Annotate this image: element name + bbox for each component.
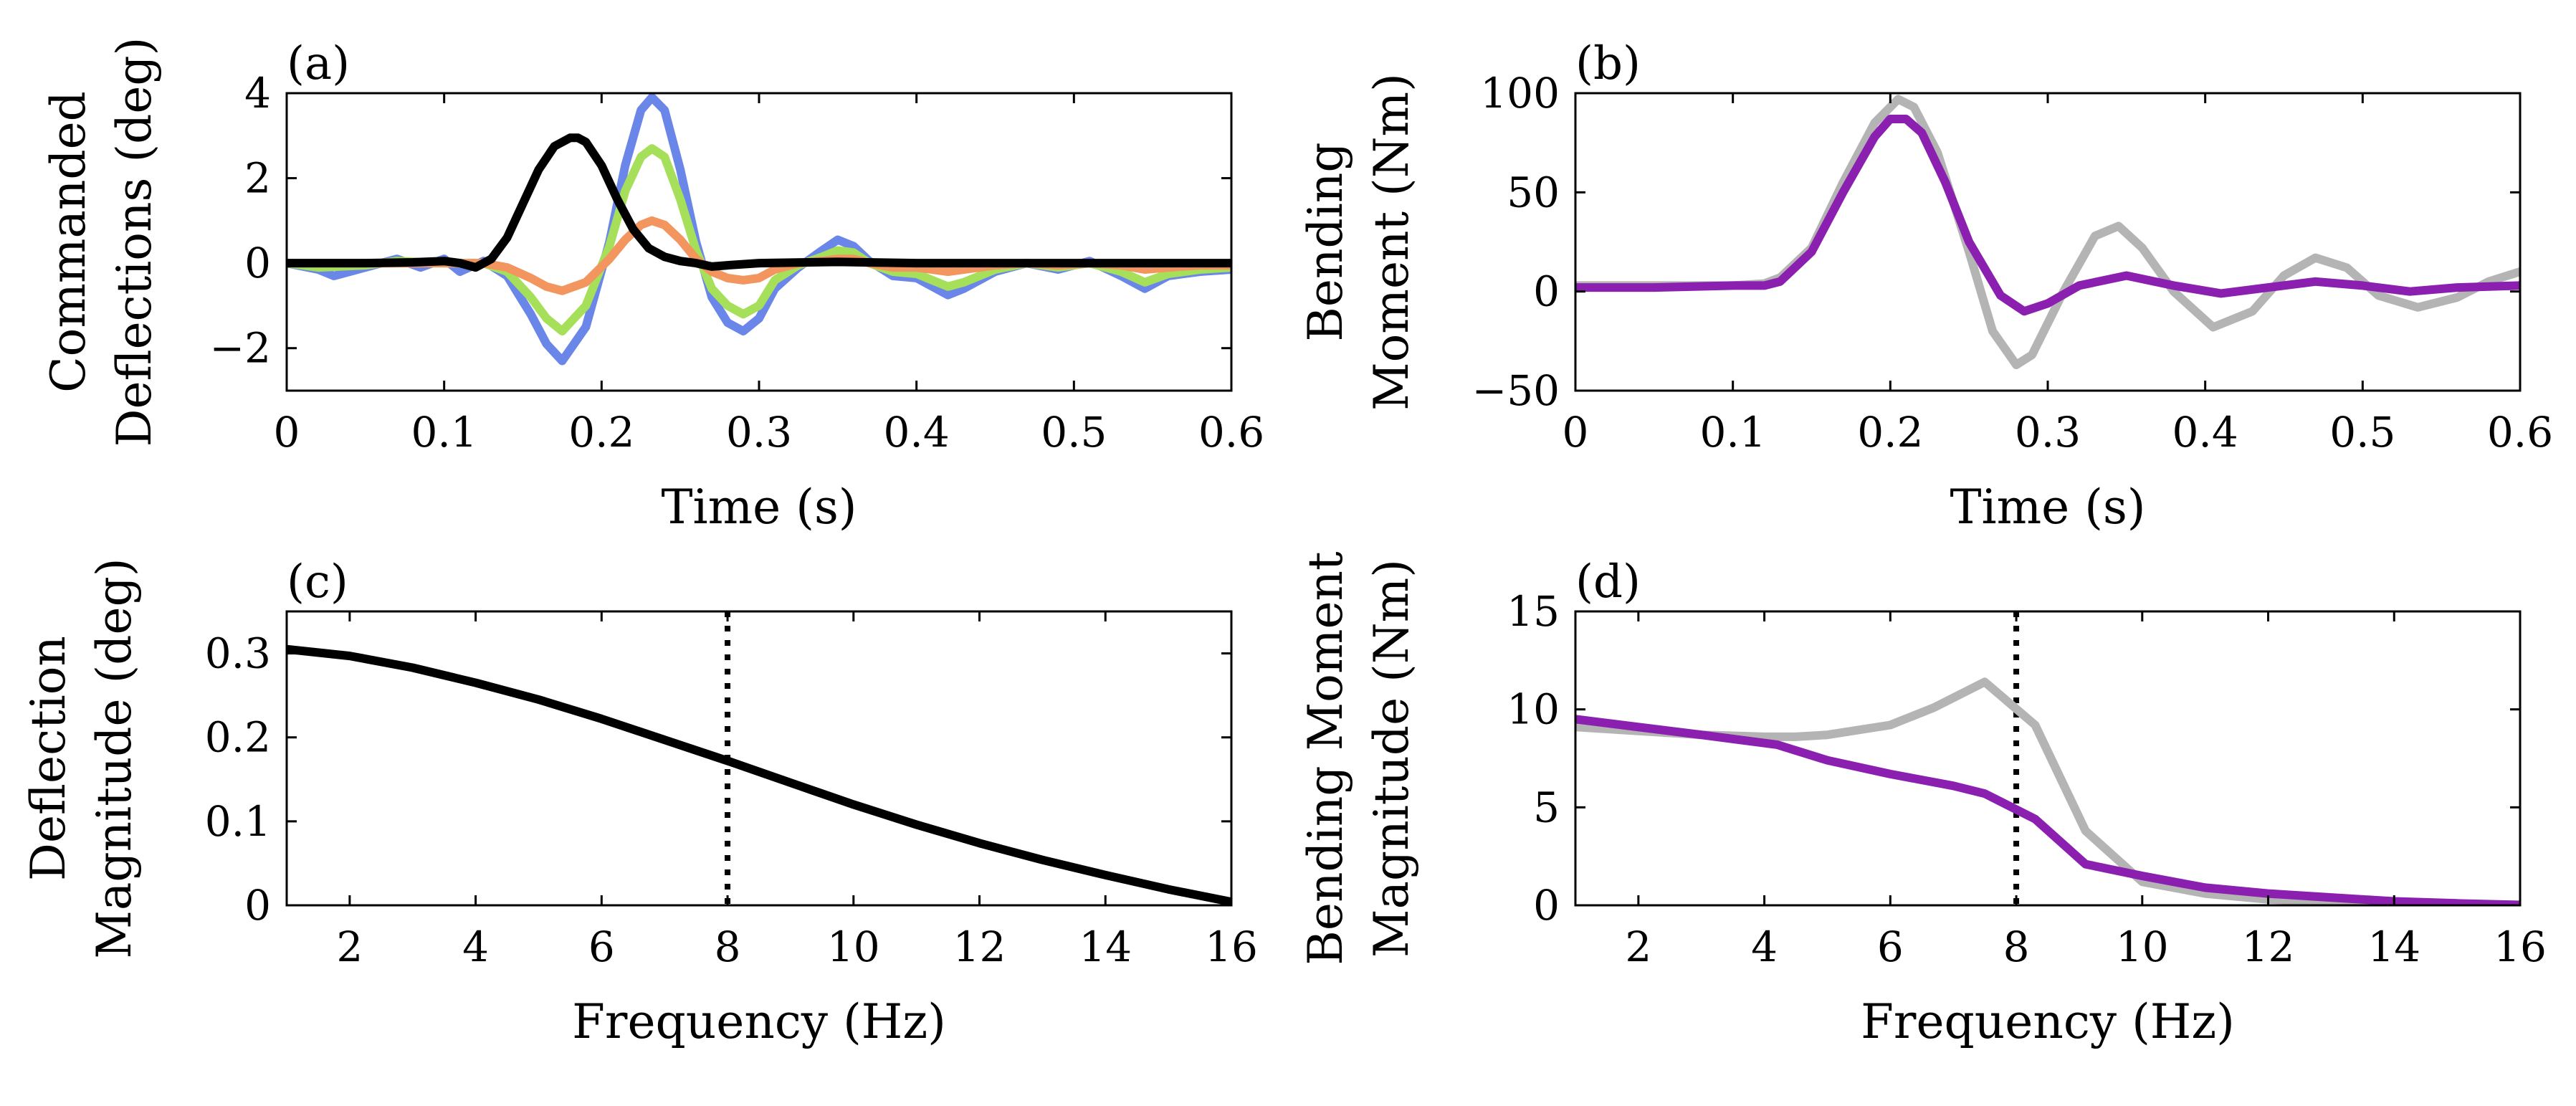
y-tick-label: 0.1 [205, 797, 271, 846]
x-tick-label: 0 [1563, 408, 1589, 457]
x-tick-label: 14 [2367, 923, 2420, 971]
x-tick-label: 10 [2116, 923, 2169, 971]
y-tick-label: 5 [1533, 783, 1560, 831]
x-axis-label: Frequency (Hz) [1861, 994, 2235, 1049]
x-tick-label: 0.3 [726, 408, 792, 457]
y-tick-label: −2 [210, 324, 272, 373]
x-tick-label: 0.6 [2487, 408, 2553, 457]
panel-label: (b) [1575, 37, 1641, 90]
x-axis-label: Frequency (Hz) [572, 994, 946, 1049]
x-tick-label: 16 [1205, 923, 1258, 971]
x-tick-label: 4 [462, 923, 489, 971]
y-tick-label: 0.2 [205, 713, 271, 762]
y-axis-label: Deflections (deg) [107, 37, 162, 447]
x-tick-label: 0.6 [1198, 408, 1264, 457]
x-tick-label: 2 [336, 923, 363, 971]
x-tick-label: 0.2 [568, 408, 634, 457]
x-tick-label: 8 [2003, 923, 2030, 971]
series-group [287, 93, 1231, 366]
y-tick-label: 0.3 [205, 629, 271, 678]
y-axis-label: Commanded [41, 91, 96, 393]
x-tick-label: 0.4 [884, 408, 950, 457]
x-tick-label: 0.4 [2172, 408, 2238, 457]
chart-panel-3: 2 4 6 8 10 12 14 16 0 0.1 0.2 0.3 Frequency (Hz) Defl… [21, 556, 1258, 1049]
chart-panel-4: 2 4 6 8 10 12 14 16 0 5 10 15 Frequency (Hz) Bending … [1298, 551, 2547, 1049]
series-line-1 [1575, 95, 2520, 369]
panel-label: (a) [287, 37, 350, 90]
series-line-1 [287, 93, 1231, 366]
y-tick-label: 0 [1533, 881, 1560, 930]
x-tick-label: 6 [1877, 923, 1904, 971]
x-tick-label: 6 [588, 923, 615, 971]
y-axis-label: Bending [1298, 142, 1353, 341]
x-axis-label: Time (s) [661, 480, 857, 535]
series-line-1 [287, 644, 1231, 905]
x-tick-label: 0.3 [2015, 408, 2081, 457]
y-axis-label: Magnitude (deg) [87, 558, 142, 958]
x-tick-label: 12 [953, 923, 1006, 971]
x-tick-label: 0 [274, 408, 300, 457]
x-tick-label: 0.2 [1857, 408, 1923, 457]
x-tick-label: 0.1 [411, 408, 477, 457]
series-group [1575, 611, 2520, 905]
y-tick-label: 0 [1533, 267, 1560, 316]
y-axis-label: Deflection [21, 636, 76, 881]
y-axis-label: Magnitude (Nm) [1364, 559, 1419, 958]
x-tick-label: 2 [1625, 923, 1651, 971]
x-tick-label: 8 [715, 923, 741, 971]
y-tick-label: 4 [244, 69, 271, 118]
series-group [287, 611, 1231, 905]
axes-frame [1574, 92, 2522, 392]
x-tick-label: 0.1 [1700, 408, 1766, 457]
series-line-1 [1575, 677, 2520, 905]
axes-frame [285, 92, 1233, 392]
panel-label: (c) [287, 556, 348, 609]
y-axis-label: Bending Moment [1298, 551, 1353, 965]
x-tick-label: 4 [1751, 923, 1778, 971]
x-tick-label: 16 [2494, 923, 2547, 971]
x-axis-label: Time (s) [1950, 480, 2145, 535]
series-line-2 [287, 144, 1231, 335]
y-tick-label: 50 [1507, 168, 1560, 216]
panel-label: (d) [1575, 556, 1641, 609]
series-line-4 [287, 133, 1231, 272]
y-tick-label: 15 [1507, 587, 1560, 636]
series-group [1575, 95, 2520, 369]
y-tick-label: 100 [1480, 69, 1560, 118]
y-tick-label: 2 [244, 154, 271, 203]
x-tick-label: 12 [2242, 923, 2295, 971]
y-tick-label: 0 [244, 881, 271, 930]
series-line-2 [1575, 115, 2520, 316]
axes-frame [285, 610, 1233, 907]
series-line-2 [1575, 715, 2520, 905]
y-axis-label: Moment (Nm) [1364, 73, 1419, 411]
x-tick-label: 0.5 [2329, 408, 2395, 457]
y-tick-label: −50 [1472, 366, 1560, 415]
x-tick-label: 10 [827, 923, 880, 971]
y-tick-label: 10 [1507, 685, 1560, 734]
y-tick-label: 0 [244, 239, 271, 287]
x-tick-label: 0.5 [1041, 408, 1107, 457]
x-tick-label: 14 [1079, 923, 1132, 971]
series-line-3 [287, 216, 1231, 295]
axes-frame [1574, 610, 2522, 907]
